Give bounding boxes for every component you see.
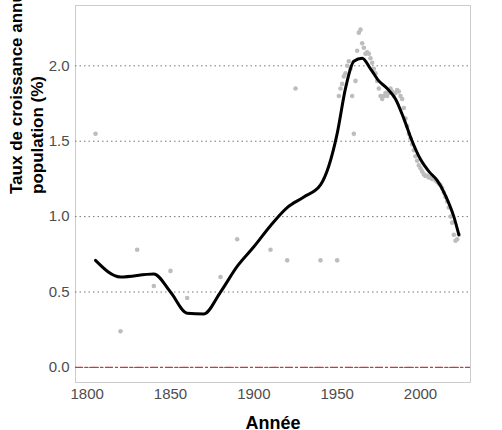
- svg-text:1.5: 1.5: [49, 132, 70, 149]
- svg-text:2000: 2000: [404, 385, 437, 402]
- svg-text:1.0: 1.0: [49, 207, 70, 224]
- svg-text:0.5: 0.5: [49, 283, 70, 300]
- svg-text:1800: 1800: [70, 385, 103, 402]
- svg-text:Taux de croissance annuelle de: Taux de croissance annuelle de lapopulat…: [7, 0, 47, 194]
- svg-text:1850: 1850: [154, 385, 187, 402]
- svg-text:2.0: 2.0: [49, 57, 70, 74]
- svg-text:Année: Année: [245, 413, 300, 430]
- svg-text:1900: 1900: [237, 385, 270, 402]
- svg-text:1950: 1950: [320, 385, 353, 402]
- svg-text:0.0: 0.0: [49, 358, 70, 375]
